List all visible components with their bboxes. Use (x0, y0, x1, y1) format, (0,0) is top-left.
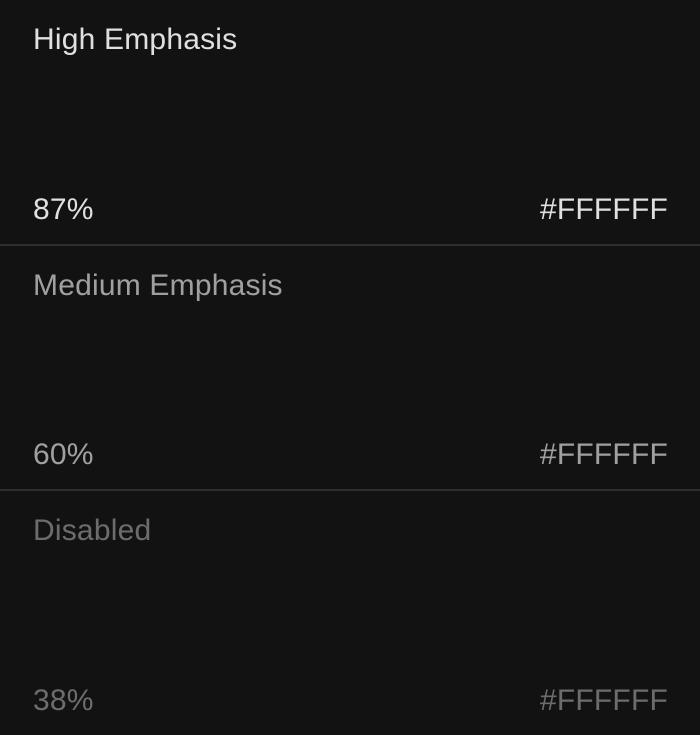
opacity-value-disabled: 38% (33, 684, 94, 718)
section-disabled: Disabled 38% #FFFFFF (0, 491, 700, 735)
opacity-value-high-emphasis: 87% (33, 192, 94, 226)
section-title-disabled: Disabled (33, 514, 152, 548)
section-title-medium-emphasis: Medium Emphasis (33, 268, 283, 302)
opacity-value-medium-emphasis: 60% (33, 438, 94, 472)
section-value-row: 38% #FFFFFF (33, 683, 668, 719)
hex-value-high-emphasis: #FFFFFF (539, 192, 668, 226)
section-value-row: 87% #FFFFFF (33, 192, 668, 228)
section-value-row: 60% #FFFFFF (33, 437, 668, 473)
section-medium-emphasis: Medium Emphasis 60% #FFFFFF (0, 246, 700, 492)
section-title-high-emphasis: High Emphasis (33, 23, 238, 56)
section-high-emphasis: High Emphasis 87% #FFFFFF (0, 0, 700, 246)
hex-value-medium-emphasis: #FFFFFF (539, 438, 668, 472)
hex-value-disabled: #FFFFFF (539, 684, 668, 718)
